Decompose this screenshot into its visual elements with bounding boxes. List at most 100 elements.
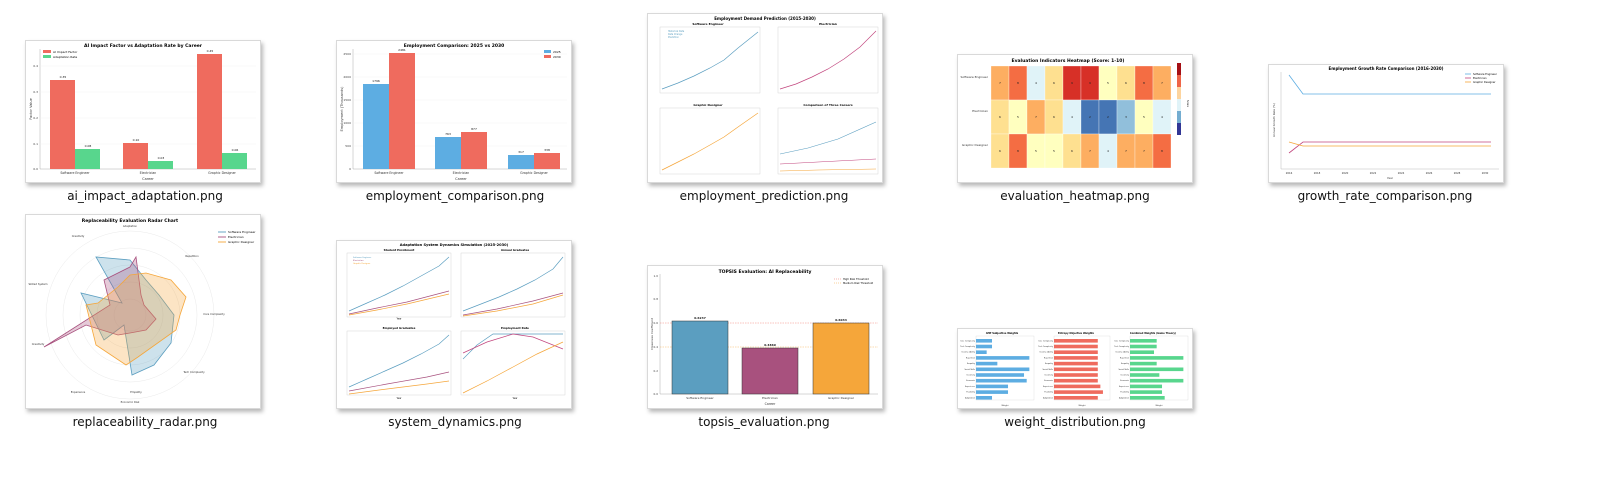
- axis-labels: Adaptation Creativity Repetition Core Co…: [28, 224, 225, 404]
- x-axis-label: Year: [512, 397, 517, 400]
- weight-bar: [1130, 350, 1155, 354]
- heatmap-cell-value: 2: [1089, 115, 1091, 119]
- svg-text:500: 500: [345, 144, 351, 148]
- file-name[interactable]: ai_impact_adaptation.png: [67, 189, 223, 203]
- bar-2025-graphic-designer: [508, 155, 534, 169]
- legend: Historical Data Data Change Prediction: [668, 30, 685, 39]
- svg-text:Score: Score: [1186, 100, 1190, 107]
- indicator-label: Repetition: [1044, 356, 1053, 359]
- svg-text:Electrician: Electrician: [453, 171, 470, 175]
- svg-text:Software Engineer: Software Engineer: [686, 396, 714, 400]
- weight-bar: [976, 356, 1030, 360]
- weight-bar: [1130, 390, 1163, 394]
- thumbnail[interactable]: AI Impact Factor vs Adaptation Rate by C…: [25, 40, 261, 183]
- thumbnail[interactable]: TOPSIS Evaluation: AI Replaceability Hig…: [647, 265, 883, 409]
- svg-text:Software Engineer: Software Engineer: [374, 171, 404, 175]
- bar-2025-software-engineer: [363, 84, 389, 169]
- comparison-line-1: [779, 121, 877, 155]
- heatmap-cell-value: 6: [1053, 81, 1055, 85]
- svg-text:Software Engineer: Software Engineer: [1473, 72, 1498, 76]
- heatmap-cell-value: 5: [1143, 115, 1145, 119]
- heatmap-cell-value: 8: [1017, 81, 1019, 85]
- line-gd-enrollment: [348, 293, 450, 316]
- svg-text:317: 317: [518, 150, 524, 154]
- svg-text:Data Change: Data Change: [668, 33, 683, 36]
- indicator-label: Economic: [1120, 380, 1129, 382]
- svg-text:Adaptation Rate: Adaptation Rate: [53, 55, 77, 59]
- file-name[interactable]: employment_prediction.png: [679, 189, 849, 203]
- weight-bar: [976, 384, 1009, 389]
- data-labels: 0.6237 0.4869 0.6034: [694, 316, 847, 347]
- thumbnail[interactable]: Employment Comparison: 2025 vs 2030 2025…: [336, 40, 572, 183]
- svg-text:AI Impact Factor: AI Impact Factor: [53, 50, 78, 54]
- legend: Software Engineer Electrician Graphic De…: [1465, 72, 1498, 84]
- x-axis-label: Career: [765, 402, 776, 406]
- svg-text:Adaptation: Adaptation: [123, 224, 138, 228]
- thumbnail[interactable]: Employment Growth Rate Comparison (2016-…: [1268, 64, 1504, 183]
- bar-adapt-graphic-designer: [222, 153, 247, 169]
- indicator-label: Flexibility: [1120, 391, 1130, 394]
- svg-text:0.0: 0.0: [654, 392, 659, 396]
- line-gd-employed: [348, 380, 450, 395]
- file-name[interactable]: evaluation_heatmap.png: [1000, 189, 1150, 203]
- colorbar: Score: [1177, 63, 1190, 135]
- svg-text:Skilled System: Skilled System: [28, 282, 48, 286]
- svg-text:Repetition: Repetition: [185, 254, 199, 258]
- file-name[interactable]: replaceability_radar.png: [72, 415, 218, 429]
- indicator-label: Experience: [1119, 385, 1130, 388]
- bar-2030-electrician: [461, 132, 487, 169]
- indicator-label: Creativity: [1044, 374, 1054, 377]
- svg-text:Creativity: Creativity: [32, 342, 45, 346]
- x-axis-label: Year: [396, 397, 401, 400]
- bar-adapt-software-engineer: [75, 149, 100, 169]
- bar-software-engineer: [671, 320, 729, 395]
- thumbnail[interactable]: Employment Demand Prediction (2015-2030)…: [647, 13, 883, 183]
- weight-bar: [1054, 396, 1098, 400]
- chart-title: AI Impact Factor vs Adaptation Rate by C…: [84, 43, 203, 49]
- chart-title: Employment Demand Prediction (2015-2030): [714, 16, 816, 21]
- bar-impact-graphic-designer: [197, 54, 222, 169]
- thumbnail[interactable]: Adaptation System Dynamics Simulation (2…: [336, 240, 572, 409]
- panel-title: Electrician: [819, 22, 837, 26]
- weight-bar: [1130, 396, 1165, 400]
- svg-text:Weight: Weight: [1079, 404, 1086, 407]
- file-name[interactable]: system_dynamics.png: [388, 415, 522, 429]
- file-name[interactable]: growth_rate_comparison.png: [1297, 189, 1473, 203]
- x-ticks: Software Engineer Electrician Graphic De…: [60, 171, 236, 175]
- svg-text:1.0: 1.0: [654, 274, 659, 278]
- file-name[interactable]: weight_distribution.png: [1004, 415, 1146, 429]
- bar-2030-graphic-designer: [534, 153, 560, 169]
- svg-text:0.4: 0.4: [654, 345, 659, 349]
- x-ticks: Software Engineer Electrician Graphic De…: [686, 396, 855, 400]
- svg-text:0.06: 0.06: [232, 148, 239, 152]
- thumbnail[interactable]: Evaluation Indicators Heatmap (Score: 1-…: [957, 54, 1193, 183]
- svg-text:Empathy: Empathy: [130, 390, 142, 394]
- svg-text:0.3: 0.3: [33, 90, 38, 94]
- svg-text:0.10: 0.10: [133, 138, 140, 142]
- bar-graphic-designer: [812, 322, 870, 395]
- file-name[interactable]: topsis_evaluation.png: [698, 415, 830, 429]
- y-ticks: 0.0 0.1 0.2 0.3 0.4: [33, 64, 38, 171]
- heatmap-cell-value: 5: [1053, 149, 1055, 153]
- svg-text:Weight: Weight: [1002, 404, 1009, 407]
- indicator-label: Empathy: [967, 362, 976, 365]
- thumbnail[interactable]: AHP Subjective Weights Entropy Objective…: [957, 328, 1193, 409]
- svg-text:Software Engineer: Software Engineer: [60, 171, 90, 175]
- indicator-label: Core Complexity: [1038, 339, 1054, 342]
- svg-text:0.2: 0.2: [33, 116, 38, 120]
- indicator-label: Tech Complexity: [1114, 345, 1130, 348]
- comparison-line-3: [779, 168, 877, 172]
- heatmap-cell-value: 6: [1071, 149, 1073, 153]
- svg-text:Graphic Designer: Graphic Designer: [208, 171, 236, 175]
- y-axis-label: Closeness Coefficient: [650, 317, 654, 350]
- weight-bar: [976, 373, 1025, 377]
- thumbnail[interactable]: Replaceability Evaluation Radar Chart So…: [25, 214, 261, 409]
- weight-bar: [976, 390, 1009, 394]
- svg-text:763: 763: [445, 132, 451, 136]
- weight-bar: [976, 396, 993, 400]
- series-electrician: [1288, 141, 1491, 154]
- file-name[interactable]: employment_comparison.png: [365, 189, 545, 203]
- bar-2030-software-engineer: [389, 53, 415, 169]
- svg-text:Entropy Objective Weights: Entropy Objective Weights: [1058, 332, 1095, 335]
- svg-text:0.2: 0.2: [654, 369, 659, 373]
